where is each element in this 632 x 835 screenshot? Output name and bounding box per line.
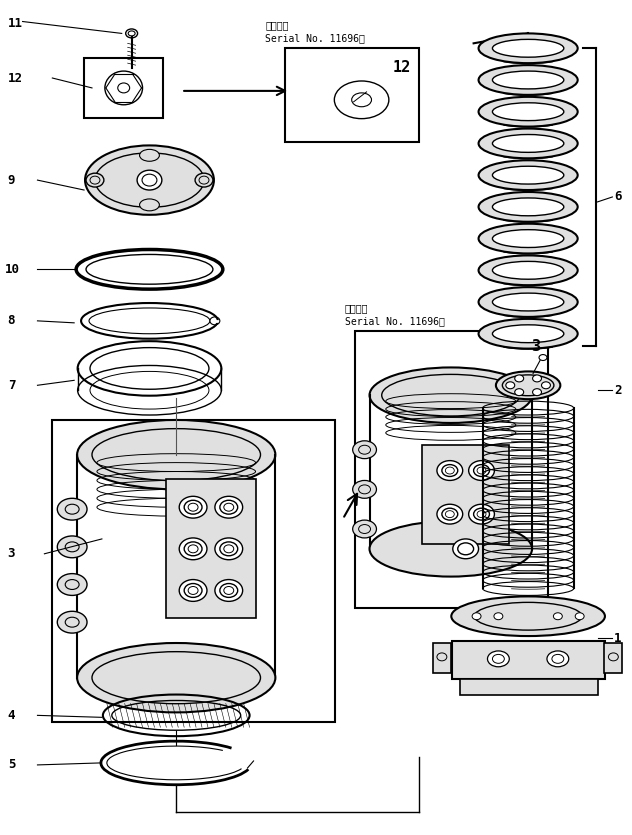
Ellipse shape: [469, 461, 494, 480]
Bar: [433, 643, 451, 673]
Ellipse shape: [533, 388, 542, 396]
Bar: [355, 331, 548, 609]
Ellipse shape: [494, 613, 503, 620]
Ellipse shape: [137, 170, 162, 190]
Ellipse shape: [77, 420, 276, 489]
Ellipse shape: [370, 521, 532, 577]
Ellipse shape: [437, 504, 463, 524]
Ellipse shape: [478, 160, 578, 190]
Ellipse shape: [215, 579, 243, 601]
Ellipse shape: [554, 613, 562, 620]
Ellipse shape: [478, 33, 578, 63]
Ellipse shape: [492, 103, 564, 120]
Ellipse shape: [469, 504, 494, 524]
Ellipse shape: [353, 480, 377, 498]
Ellipse shape: [492, 39, 564, 57]
Ellipse shape: [195, 173, 213, 187]
Text: 適用号機: 適用号機: [265, 20, 289, 30]
Text: 12: 12: [393, 60, 411, 75]
Text: 4: 4: [8, 709, 15, 722]
Text: Serial No. 11696－: Serial No. 11696－: [265, 33, 365, 43]
Bar: [52, 420, 335, 722]
Ellipse shape: [140, 199, 159, 210]
Ellipse shape: [533, 375, 542, 382]
Text: 11: 11: [8, 17, 23, 30]
Ellipse shape: [487, 651, 509, 667]
Bar: [84, 58, 163, 118]
Ellipse shape: [86, 173, 104, 187]
Text: 9: 9: [8, 174, 15, 186]
Text: 2: 2: [614, 384, 622, 397]
Ellipse shape: [478, 319, 578, 348]
Text: 6: 6: [614, 190, 622, 204]
Bar: [452, 641, 605, 679]
Ellipse shape: [575, 613, 584, 620]
Ellipse shape: [95, 153, 204, 207]
Ellipse shape: [492, 71, 564, 89]
Ellipse shape: [179, 579, 207, 601]
Ellipse shape: [492, 166, 564, 184]
Ellipse shape: [547, 651, 569, 667]
Ellipse shape: [353, 441, 377, 458]
Bar: [166, 479, 255, 618]
Text: 7: 7: [8, 379, 15, 392]
Ellipse shape: [492, 230, 564, 247]
Ellipse shape: [478, 97, 578, 127]
Ellipse shape: [496, 372, 561, 399]
Text: 12: 12: [8, 72, 23, 84]
Ellipse shape: [85, 145, 214, 215]
Ellipse shape: [472, 613, 481, 620]
Ellipse shape: [179, 538, 207, 559]
Text: 5: 5: [8, 758, 15, 772]
Ellipse shape: [478, 287, 578, 317]
Ellipse shape: [451, 596, 605, 636]
Ellipse shape: [58, 498, 87, 520]
Ellipse shape: [492, 261, 564, 279]
Ellipse shape: [492, 325, 564, 342]
Ellipse shape: [140, 149, 159, 161]
Text: 10: 10: [5, 263, 20, 276]
Ellipse shape: [514, 375, 524, 382]
Ellipse shape: [437, 461, 463, 480]
Ellipse shape: [542, 382, 550, 389]
Ellipse shape: [58, 536, 87, 558]
Bar: [422, 445, 509, 544]
Text: 1: 1: [614, 631, 622, 645]
Ellipse shape: [58, 611, 87, 633]
Ellipse shape: [453, 539, 478, 559]
Ellipse shape: [506, 382, 514, 389]
Bar: [604, 643, 623, 673]
Ellipse shape: [492, 134, 564, 152]
Text: 8: 8: [8, 314, 15, 327]
Text: 3: 3: [8, 547, 15, 560]
Ellipse shape: [492, 293, 564, 311]
Ellipse shape: [514, 388, 524, 396]
Text: 適用号機: 適用号機: [344, 303, 368, 313]
Ellipse shape: [478, 192, 578, 222]
Ellipse shape: [492, 198, 564, 215]
Ellipse shape: [179, 496, 207, 518]
Ellipse shape: [215, 496, 243, 518]
Ellipse shape: [215, 538, 243, 559]
Ellipse shape: [370, 367, 532, 423]
Text: Serial No. 11696－: Serial No. 11696－: [344, 316, 445, 326]
Bar: [459, 679, 597, 695]
Ellipse shape: [478, 224, 578, 254]
Ellipse shape: [478, 129, 578, 159]
Ellipse shape: [77, 643, 276, 712]
Ellipse shape: [58, 574, 87, 595]
Text: 3: 3: [531, 339, 540, 354]
Ellipse shape: [478, 256, 578, 286]
Ellipse shape: [353, 520, 377, 538]
Ellipse shape: [478, 65, 578, 95]
Bar: [285, 48, 419, 143]
